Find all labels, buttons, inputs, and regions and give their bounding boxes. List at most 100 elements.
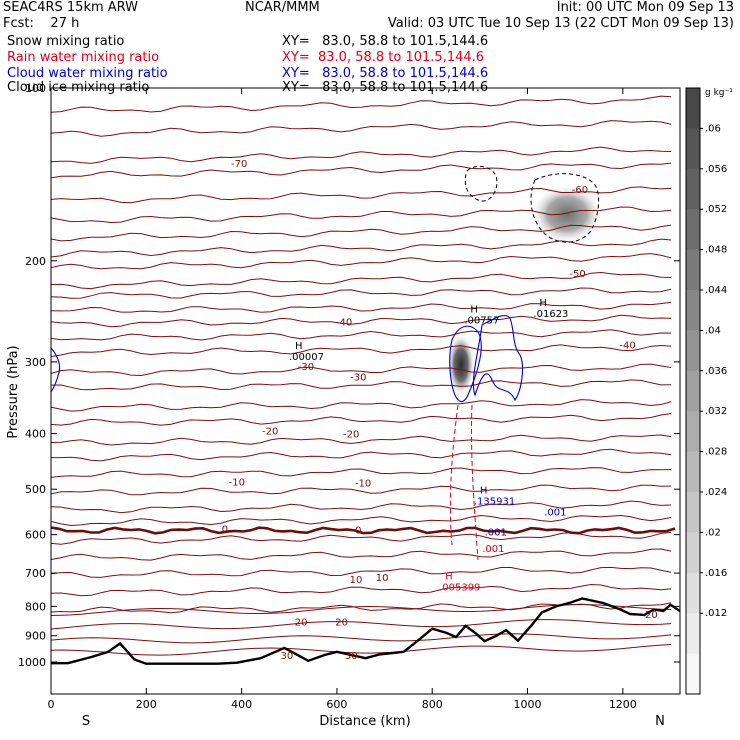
- isotherm-line: [51, 583, 672, 597]
- snow-mixing-ratio-core-shading: [447, 336, 475, 400]
- x-end-label-left: S: [82, 714, 90, 729]
- colorbar-tick-label: .052: [705, 204, 727, 215]
- isotherm-label: 10: [350, 575, 363, 586]
- colorbar-band: [686, 370, 700, 412]
- y-tick-label: 800: [25, 600, 46, 613]
- colorbar: .012 .016 .02 .024 .028 .032 .036 .04 .044 .048 .0…: [685, 87, 727, 695]
- isotherm-line: [51, 329, 672, 341]
- terrain-profile: [51, 597, 680, 665]
- field-name-snow: Snow mixing ratio: [7, 34, 125, 49]
- isotherm-line: [51, 514, 672, 527]
- y-tick-label: 300: [25, 356, 46, 369]
- y-tick-label: 700: [25, 567, 46, 580]
- colorbar-band: [686, 532, 700, 574]
- field-xy-snow: XY= 83.0, 58.8 to 101.5,144.6: [282, 34, 489, 49]
- x-tick-label: 0: [48, 698, 55, 711]
- colorbar-tick-label: .04: [705, 325, 721, 336]
- colorbar-tick-label: .012: [705, 608, 727, 619]
- x-tick-label: 400: [231, 698, 252, 711]
- terrain-line: [51, 597, 680, 665]
- maximum-marker: H: [295, 341, 303, 352]
- colorbar-tick-label: .032: [705, 406, 727, 417]
- colorbar-band: [686, 330, 700, 372]
- isotherm-label: 30: [345, 651, 358, 662]
- maximum-value-label: .00007: [289, 352, 324, 363]
- colorbar-band: [686, 128, 700, 170]
- isotherm-line: [51, 95, 672, 113]
- contour-labels: -70 -60 -50 -40 -40 -30 -30 -20 -20 -10 -10 0 0 10 10 2…: [222, 159, 658, 662]
- contour-value-label: .001: [482, 544, 504, 555]
- y-axis-label: Pressure (hPa): [6, 345, 21, 438]
- shading-layer: [447, 184, 603, 400]
- isotherm-label: -10: [355, 479, 371, 490]
- isotherm-label: -40: [336, 317, 352, 328]
- colorbar-tick-label: .056: [705, 164, 727, 175]
- isotherm-line: [51, 379, 672, 391]
- isotherm-line: [51, 467, 672, 478]
- init-time: Init: 00 UTC Mon 09 Sep 13: [556, 0, 734, 15]
- field-xy-rain: XY= 83.0, 58.8 to 101.5,144.6: [282, 50, 485, 65]
- isotherm-label: -50: [569, 269, 585, 280]
- isotherm-line: [51, 120, 672, 137]
- isotherm-label: -10: [229, 478, 245, 489]
- isotherm-line: [51, 434, 672, 446]
- isotherm-label: 10: [376, 573, 389, 584]
- valid-time: Valid: 03 UTC Tue 10 Sep 13 (22 CDT Mon …: [387, 16, 734, 31]
- colorbar-band: [686, 249, 700, 291]
- isotherm-line: [51, 363, 672, 377]
- model-title: SEAC4RS 15km ARW: [3, 0, 139, 15]
- temperature-contours: [51, 95, 676, 656]
- colorbar-tick-label: .048: [705, 245, 727, 256]
- y-tick-label: 1000: [18, 656, 46, 669]
- colorbar-band: [686, 168, 700, 210]
- cloud-water-contour: [472, 315, 524, 402]
- isotherm-line: [51, 448, 672, 462]
- plot-frame: [50, 87, 681, 695]
- isotherm-line: [51, 238, 672, 258]
- isotherm-line: [51, 253, 672, 270]
- cloud-ice-contour: [530, 173, 600, 243]
- maximum-value-label: .005399: [439, 582, 480, 593]
- isotherm-line: [51, 301, 672, 313]
- contour-value-label: .001: [544, 508, 566, 519]
- isotherm-label: -60: [572, 185, 588, 196]
- y-tick-label: 100: [25, 82, 46, 95]
- colorbar-band: [686, 492, 700, 533]
- maximum-value-label: .00757: [464, 315, 499, 326]
- colorbar-frame: [685, 87, 701, 695]
- cloud-water-contour: [51, 347, 61, 393]
- isotherm-label: -70: [231, 159, 247, 170]
- isotherm-label: -30: [298, 362, 314, 373]
- isotherm-line: [51, 186, 672, 204]
- isotherm-line: [51, 548, 672, 561]
- isotherm-line: [51, 413, 672, 426]
- isotherm-line: [51, 287, 672, 299]
- organization-label: NCAR/MMM: [245, 0, 320, 15]
- maximum-marker: H: [539, 298, 547, 309]
- cloud-water-contour: [449, 325, 482, 403]
- isotherm-label: 20: [295, 617, 308, 628]
- colorbar-band: [686, 209, 700, 251]
- isotherm-line: [51, 314, 672, 328]
- contour-value-label: .001: [485, 527, 507, 538]
- maximum-marker: H: [480, 486, 488, 497]
- x-axis-label: Distance (km): [319, 714, 410, 729]
- isotherm-label: -30: [350, 372, 366, 383]
- y-tick-label: 500: [25, 483, 46, 496]
- field-xy-cloud-water: XY= 83.0, 58.8 to 101.5,144.6: [282, 66, 489, 81]
- isotherm-label: 0: [222, 524, 228, 535]
- y-tick-label: 200: [25, 255, 46, 268]
- colorbar-tick-label: .06: [705, 123, 721, 134]
- freezing-level-line: [51, 526, 676, 535]
- y-tick-label: 400: [25, 428, 46, 441]
- colorbar-band: [686, 411, 700, 453]
- mixing-ratio-contours: [51, 165, 600, 561]
- colorbar-tick-label: .044: [705, 285, 727, 296]
- forecast-hour: Fcst: 27 h: [3, 16, 80, 31]
- colorbar-unit: g kg⁻¹: [705, 88, 733, 98]
- colorbar-band: [686, 653, 700, 695]
- x-tick-label: 200: [136, 698, 157, 711]
- y-tick-label: 600: [25, 529, 46, 542]
